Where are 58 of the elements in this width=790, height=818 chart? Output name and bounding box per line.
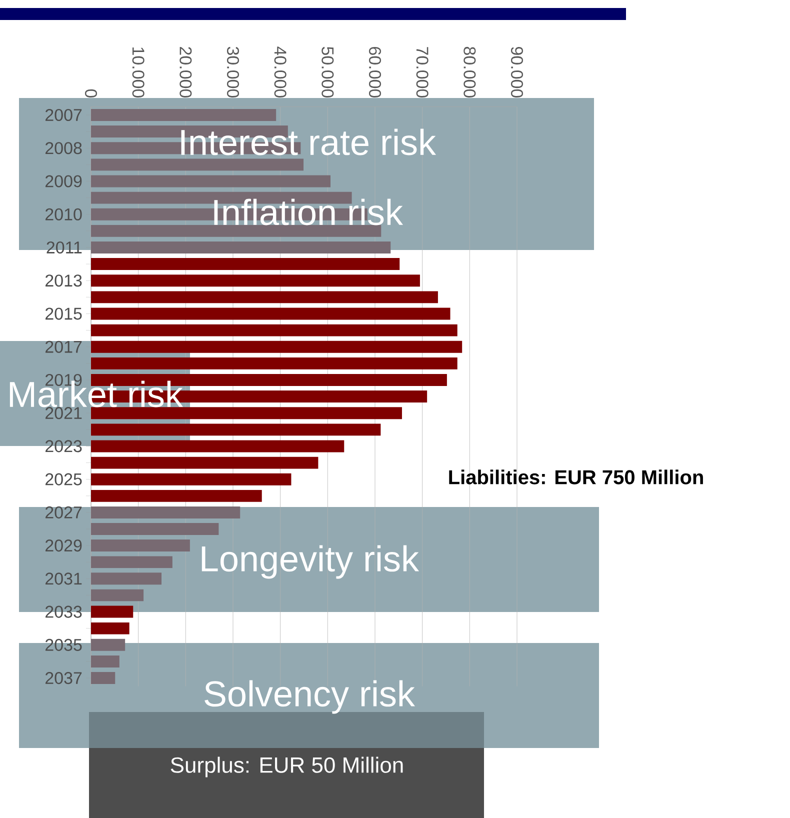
y-tick-label: 2013	[46, 274, 82, 287]
annotation: Longevity risk	[202, 545, 420, 579]
bar	[91, 572, 162, 585]
annotation: Inflation risk	[214, 198, 404, 226]
bar	[91, 274, 420, 287]
annotation: Solvency risk	[204, 680, 416, 714]
x-tick-label: 40.000	[274, 46, 286, 98]
bar	[91, 506, 240, 518]
y-tick-label: 2027	[46, 506, 82, 518]
bar	[91, 224, 382, 237]
bar	[91, 655, 120, 668]
x-tick-label: 90.000	[510, 46, 524, 98]
y-tick-label: 2029	[46, 540, 82, 552]
bar	[91, 473, 292, 486]
x-tick-label: 60.000	[368, 47, 382, 98]
y-tick-label: 2021	[46, 407, 82, 420]
bar	[91, 456, 318, 469]
bar	[91, 108, 276, 121]
bar	[91, 308, 450, 320]
bar	[91, 622, 130, 634]
y-tick-label: 2009	[46, 175, 82, 188]
x-tick-label: 20.000	[180, 47, 192, 98]
bar	[91, 340, 462, 353]
y-tick-label: 2015	[46, 308, 82, 320]
bar	[91, 357, 458, 370]
x-tick-label: 50.000	[322, 46, 334, 98]
bar	[91, 589, 144, 602]
x-tick-label: 10.000	[132, 47, 144, 98]
bar	[91, 672, 116, 684]
bar	[91, 424, 381, 436]
annotation: Interest rate risk	[181, 128, 436, 156]
bar	[91, 638, 126, 651]
x-tick-label: 30.000	[226, 46, 240, 98]
bar	[91, 407, 402, 420]
y-tick-label: 2025	[46, 473, 82, 486]
text: Surplus: EUR 50 Million	[170, 756, 403, 778]
y-tick-label: 2031	[46, 572, 82, 585]
bar	[91, 440, 344, 452]
y-tick-label: 2007	[46, 108, 82, 122]
x-tick-label: 70.000	[416, 47, 428, 98]
y-tick-label: 2017	[46, 340, 82, 353]
bar	[91, 490, 262, 502]
bar	[91, 606, 134, 618]
y-tick-label: 2008	[46, 142, 82, 154]
bar	[91, 291, 438, 304]
bar	[91, 523, 219, 535]
x-tick-label: 0	[84, 89, 98, 98]
x-tick-label: 80.000	[464, 46, 476, 98]
y-tick-label: 2037	[46, 672, 82, 684]
bar	[91, 540, 190, 552]
bar	[91, 556, 172, 568]
y-tick-label: 2010	[46, 208, 82, 220]
bar	[91, 241, 391, 254]
bar	[91, 258, 400, 270]
annotation: Liabilities: EUR 750 Million	[449, 470, 703, 484]
bar	[91, 324, 458, 336]
bar	[91, 158, 304, 171]
bar	[91, 175, 331, 188]
